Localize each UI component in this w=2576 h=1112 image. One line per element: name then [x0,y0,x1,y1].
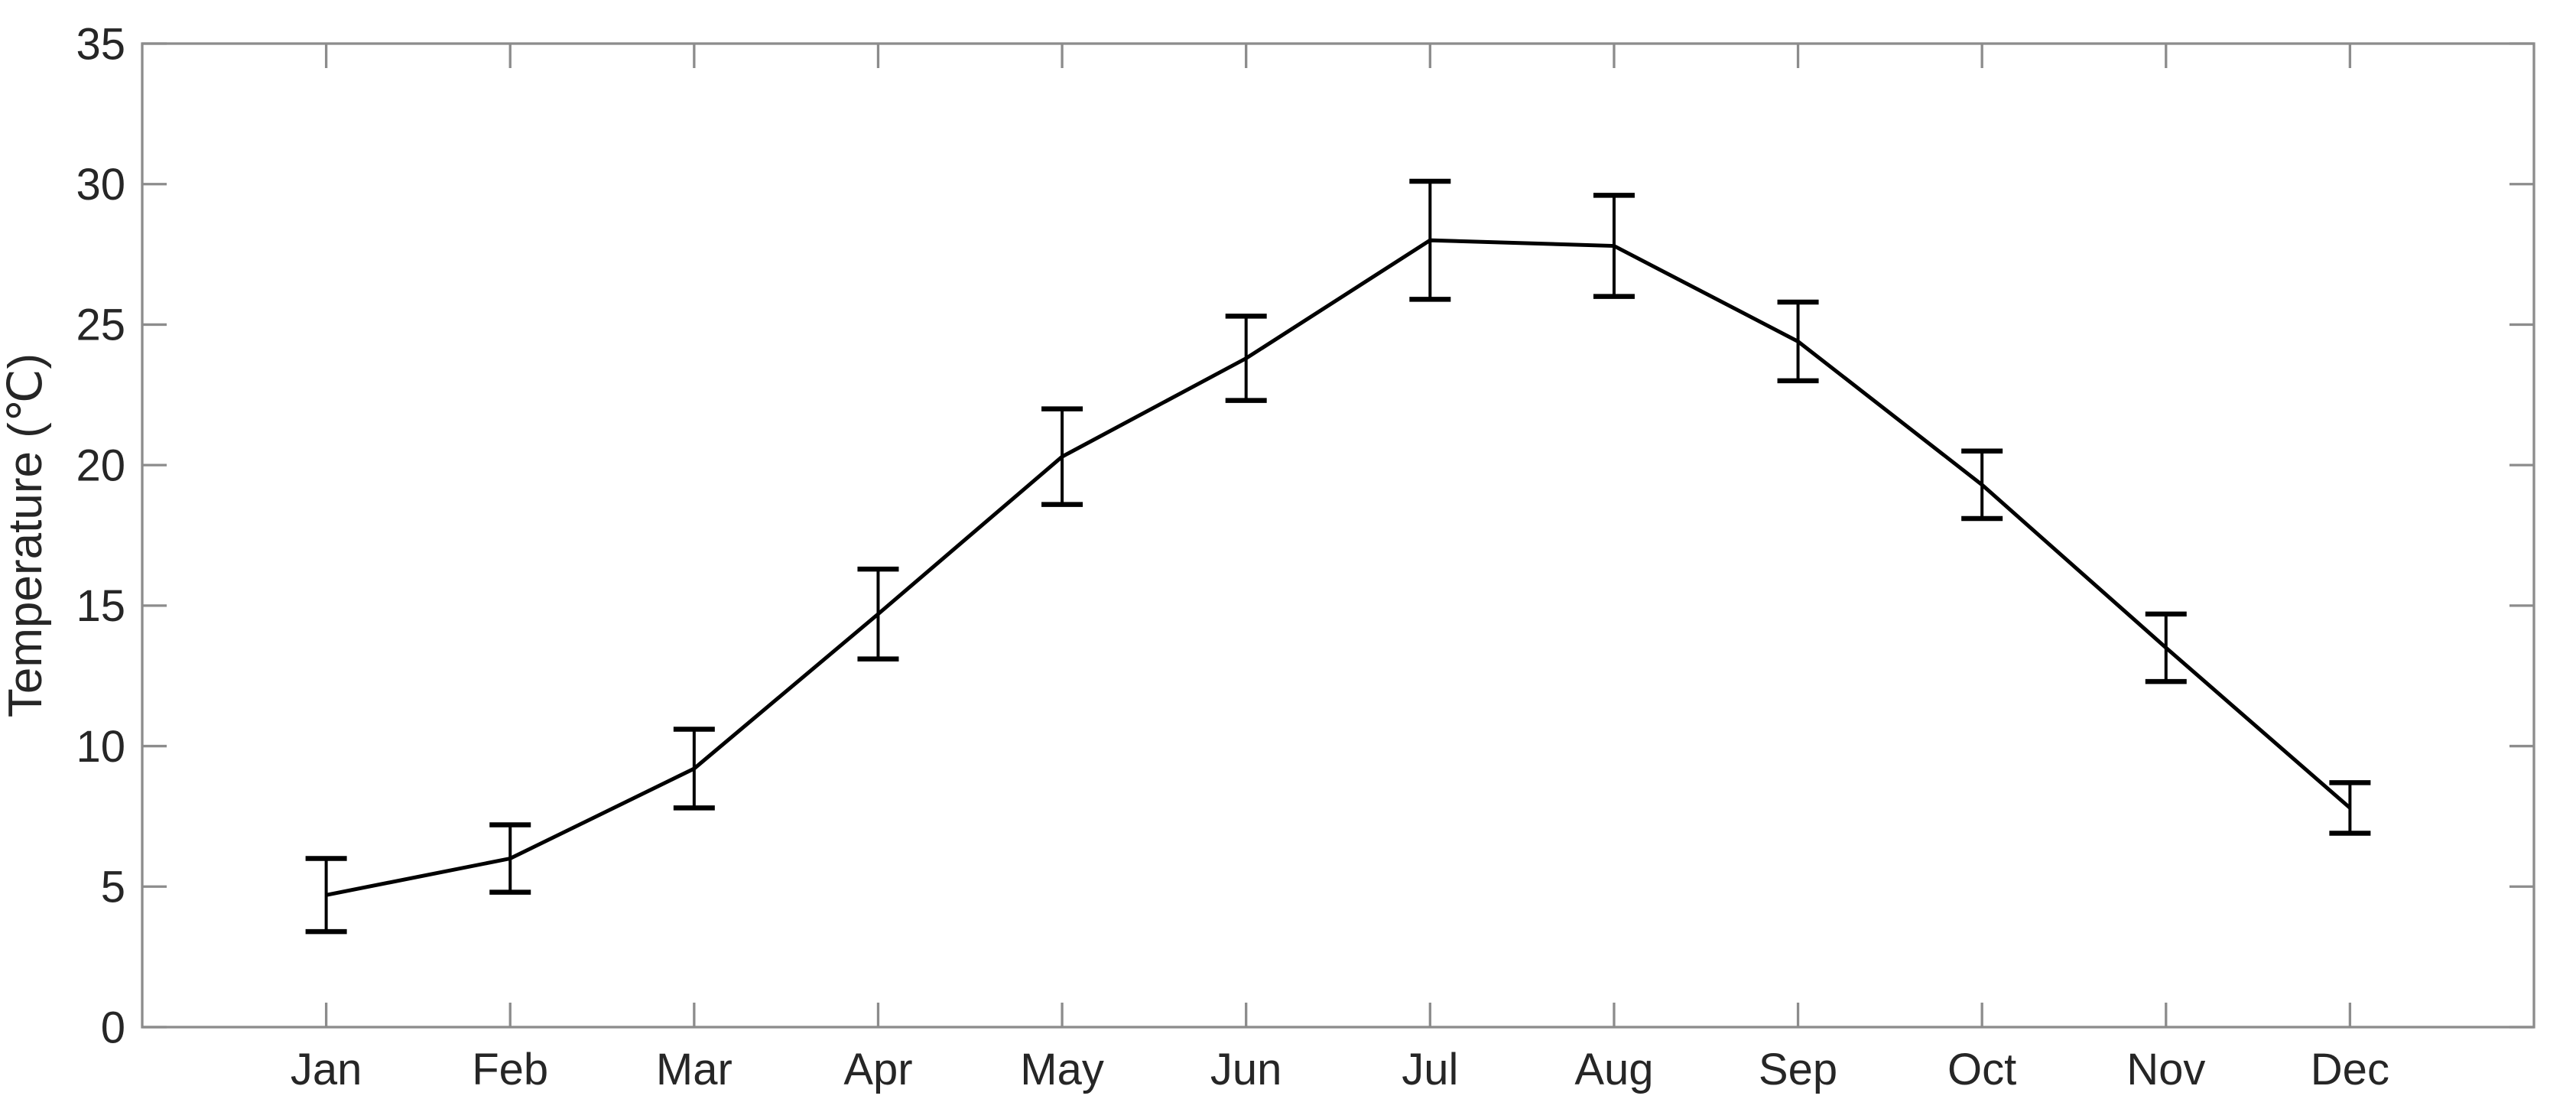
y-tick-label: 10 [76,722,125,772]
plot-box [141,42,2535,1029]
y-tick-label: 30 [76,160,125,210]
x-tick-label: Apr [843,1045,912,1094]
y-tick-label: 35 [76,19,125,69]
y-tick-label: 5 [101,863,125,912]
x-tick-label: Nov [2126,1045,2205,1094]
x-tick-label: Aug [1574,1045,1653,1094]
x-tick-label: Feb [472,1045,548,1094]
x-tick-label: Mar [656,1045,733,1094]
x-tick-label: Dec [2311,1045,2389,1094]
x-tick-label: Jun [1210,1045,1282,1094]
y-tick-label: 0 [101,1003,125,1052]
x-tick-label: Jan [291,1045,362,1094]
x-tick-label: Oct [1947,1045,2016,1094]
x-tick-label: Jul [1402,1045,1458,1094]
x-tick-label: Sep [1759,1045,1837,1094]
y-axis-label: Temperature (℃) [0,353,52,717]
data-line [326,238,2352,897]
y-tick-label: 25 [76,301,125,350]
y-tick-label: 15 [76,581,125,631]
x-tick-label: May [1020,1045,1104,1094]
y-tick-label: 20 [76,441,125,490]
